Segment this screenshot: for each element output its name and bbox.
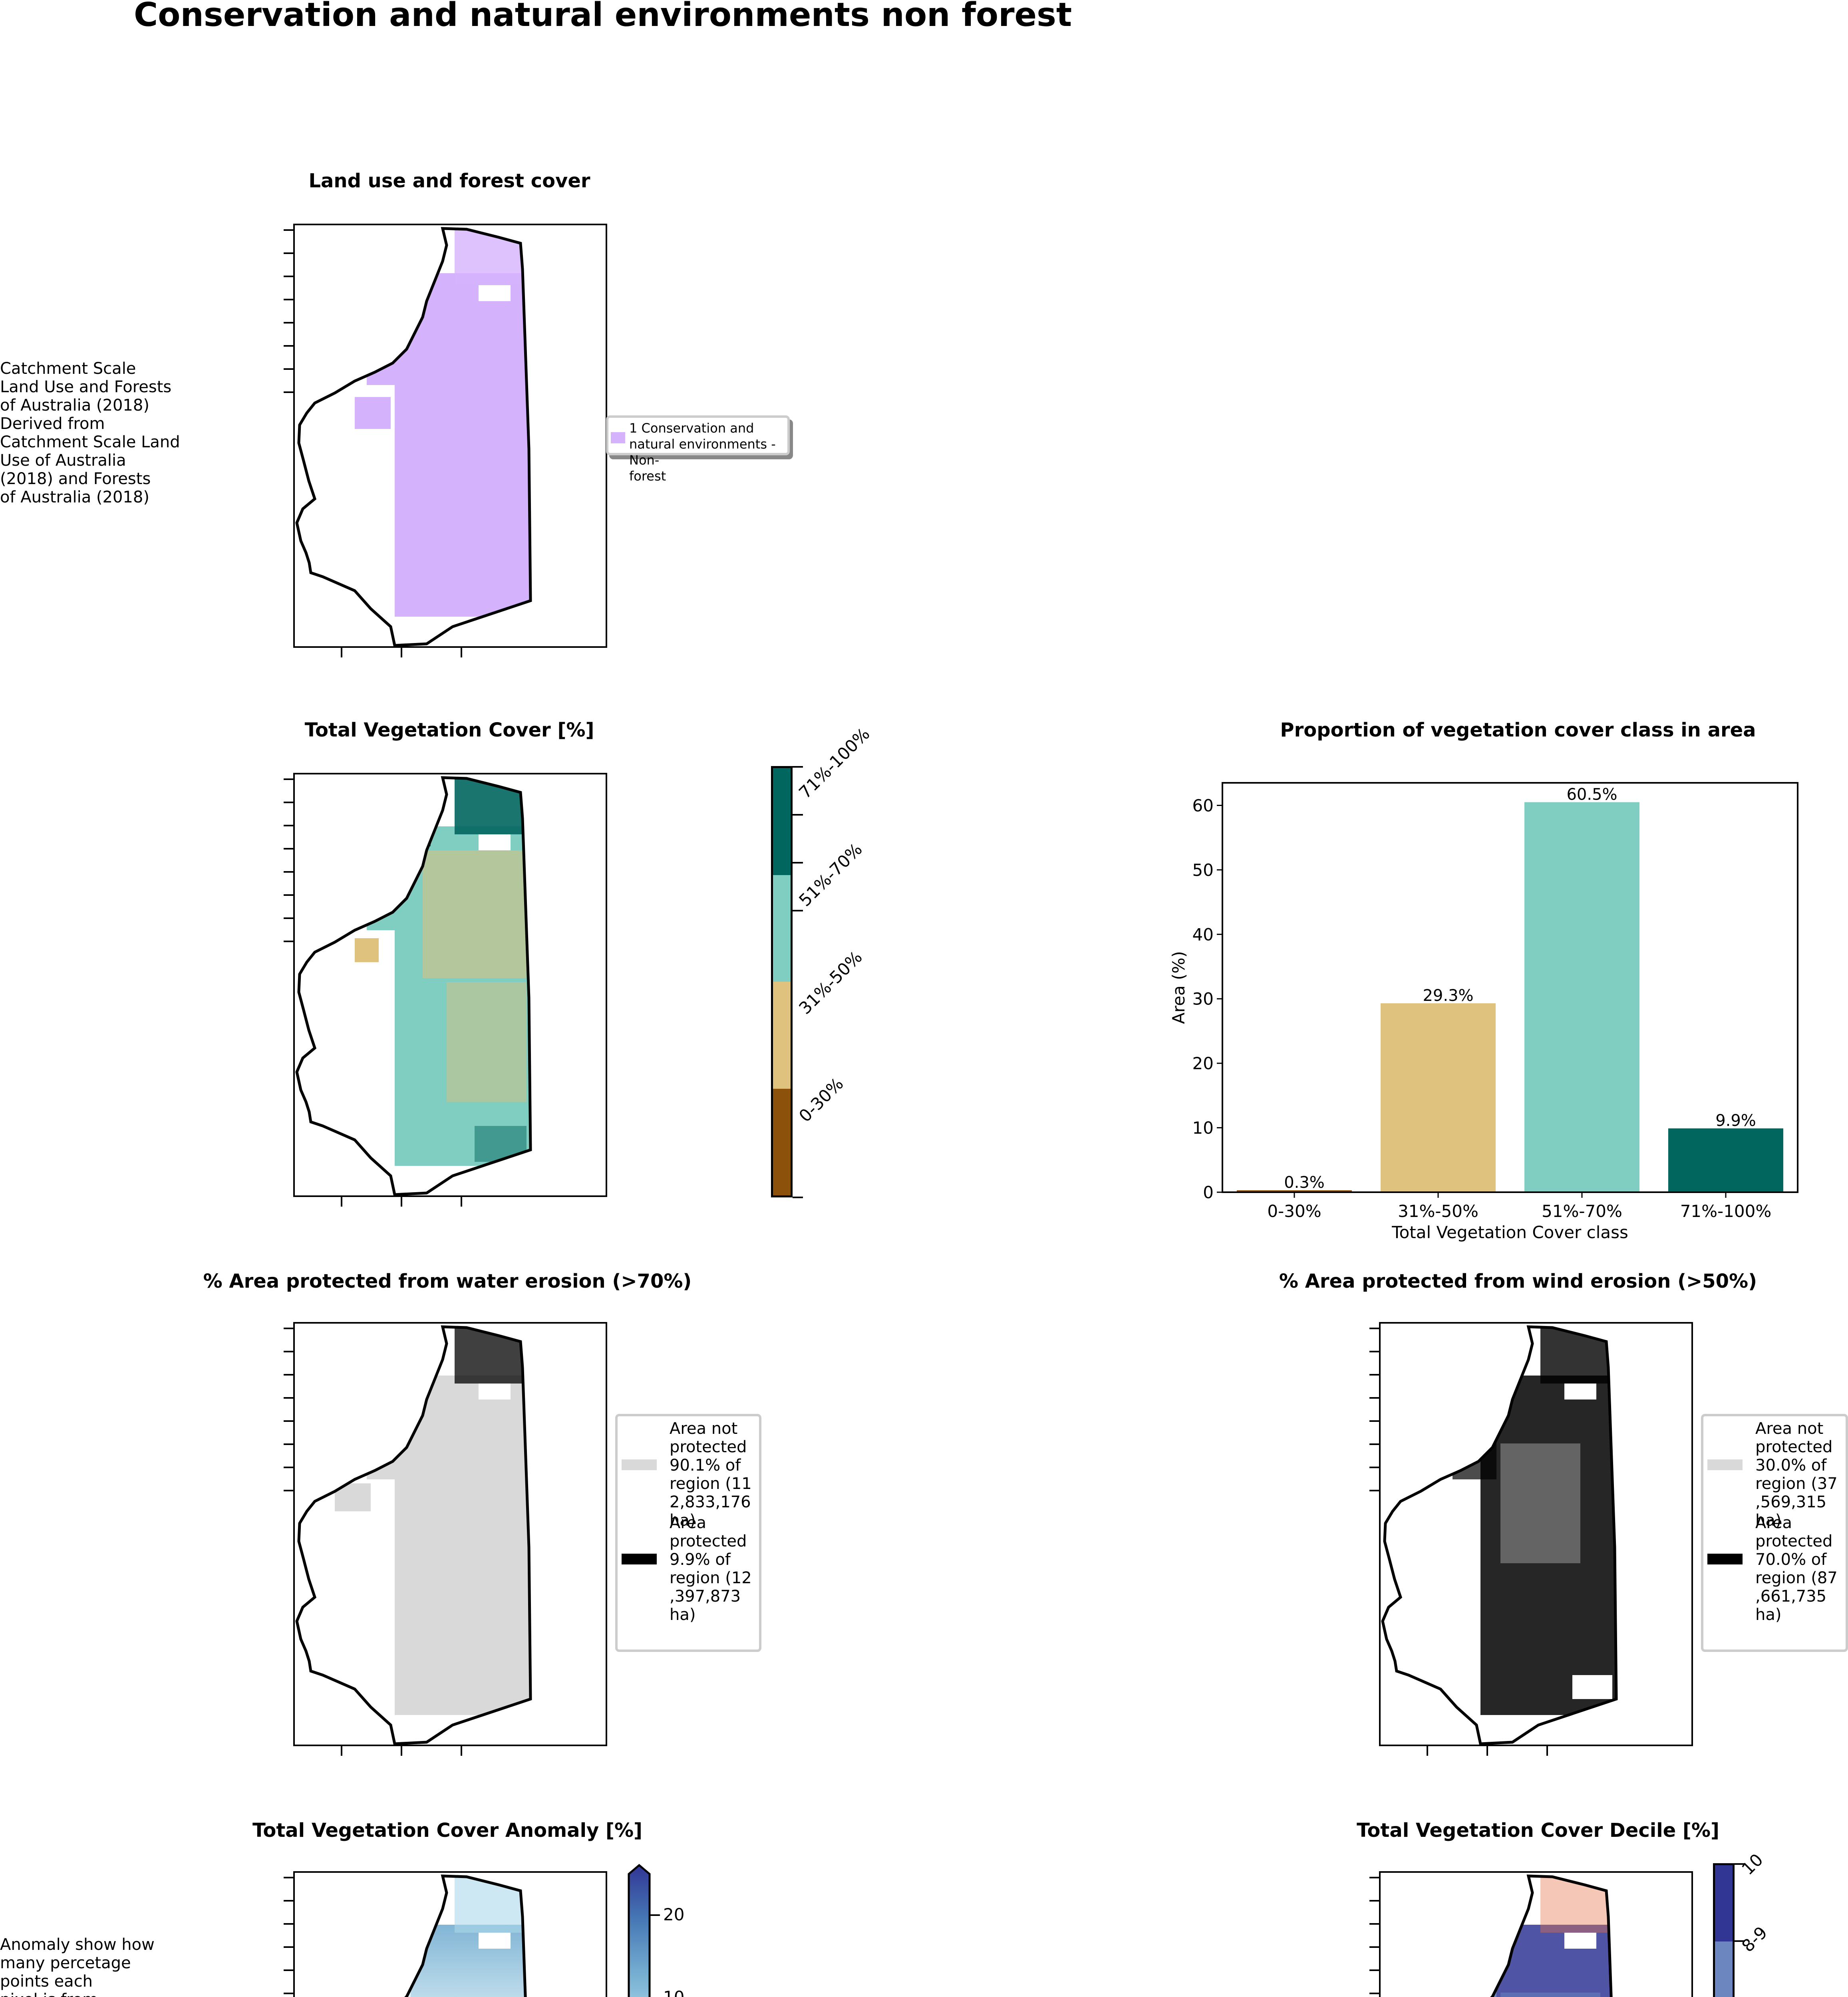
- plot-frame: [1222, 782, 1798, 1193]
- anomaly-colorbar-gradient: [628, 1864, 651, 1997]
- legend-label-conservation: 1 Conservation and natural environments …: [629, 421, 776, 484]
- legend-swatch-not-protected: [622, 1459, 657, 1470]
- colorbar-segment-51-70: [773, 875, 791, 982]
- decile-map: [1369, 1871, 1693, 1997]
- bar-data-label: 0.3%: [1284, 1173, 1325, 1192]
- water-erosion-legend: Area not protected 90.1% of region (11 2…: [615, 1414, 761, 1652]
- colorbar-label: 8-9: [1738, 1923, 1771, 1956]
- bar-data-label: 60.5%: [1566, 785, 1617, 804]
- land-use-map: [284, 224, 607, 657]
- colorbar-label-71-100: 71%-100%: [795, 724, 874, 802]
- x-tick-label: 51%-70%: [1542, 1201, 1622, 1221]
- legend-label-protected: Area protected 70.0% of region (87 ,661,…: [1755, 1514, 1838, 1624]
- legend-swatch-protected: [622, 1554, 657, 1564]
- tvc-map: [284, 773, 607, 1207]
- colorbar-segment-71-100: [773, 768, 791, 875]
- legend-label-not-protected: Area not protected 30.0% of region (37 ,…: [1755, 1419, 1838, 1530]
- colorbar-segment-31-50: [773, 982, 791, 1089]
- colorbar-segment-8-9: [1715, 1941, 1733, 1997]
- y-tick-label: 30: [1192, 989, 1214, 1009]
- page-title: Conservation and natural environments no…: [134, 0, 1072, 34]
- colorbar-label-51-70: 51%-70%: [795, 839, 866, 910]
- map-region-shape: [295, 774, 606, 1195]
- y-axis-label: Area (%): [1169, 951, 1188, 1024]
- bar-51%-70%: [1524, 802, 1639, 1192]
- colorbar-label: 10: [1738, 1850, 1767, 1879]
- colorbar-tick: [793, 1197, 803, 1198]
- bar-data-label: 29.3%: [1423, 987, 1473, 1005]
- y-tick-label: 20: [1192, 1054, 1214, 1073]
- colorbar-tick-label: 10: [663, 1987, 684, 1997]
- colorbar-tick: [793, 766, 803, 768]
- anomaly-title: Total Vegetation Cover Anomaly [%]: [252, 1819, 642, 1842]
- y-tick-label: 60: [1192, 796, 1214, 815]
- colorbar-label-31-50: 31%-50%: [795, 947, 866, 1018]
- legend-label-not-protected: Area not protected 90.1% of region (11 2…: [670, 1419, 752, 1530]
- land-use-legend: 1 Conservation and natural environments …: [606, 415, 790, 484]
- water-erosion-title: % Area protected from water erosion (>70…: [203, 1270, 692, 1292]
- legend-swatch-conservation: [611, 432, 625, 443]
- colorbar-label-0-30: 0-30%: [795, 1074, 847, 1126]
- land-use-title: Land use and forest cover: [308, 170, 590, 192]
- map-region-shape: [295, 1324, 606, 1745]
- colorbar-tick: [793, 910, 803, 911]
- colorbar-tick-label: 20: [663, 1905, 685, 1925]
- wind-erosion-title: % Area protected from wind erosion (>50%…: [1279, 1270, 1757, 1292]
- colorbar-segment-10: [1715, 1865, 1733, 1942]
- colorbar-tick: [793, 814, 803, 816]
- water-erosion-map: [284, 1322, 607, 1756]
- colorbar-tick: [1735, 1863, 1745, 1865]
- anomaly-map: [284, 1871, 607, 1997]
- map-region-shape: [295, 1873, 606, 1997]
- colorbar-segment-0-30: [773, 1088, 791, 1195]
- tvc-colorbar: [771, 766, 793, 1197]
- decile-colorbar: [1713, 1863, 1735, 1997]
- bar-chart: 0.3% 0-30% 29.3% 31%-50% 60.5% 51%-70% 9.9% 71%…: [1169, 782, 1798, 1242]
- y-tick-label: 10: [1192, 1118, 1214, 1138]
- legend-swatch-not-protected: [1707, 1459, 1743, 1470]
- map-region-shape: [1381, 1873, 1691, 1997]
- anomaly-colorbar: [628, 1864, 651, 1997]
- legend-label-protected: Area protected 9.9% of region (12 ,397,8…: [670, 1514, 752, 1624]
- map-region-shape: [1381, 1324, 1691, 1745]
- y-tick-label: 40: [1192, 925, 1214, 944]
- bar-71%-100%: [1668, 1128, 1783, 1192]
- bar-0-30%: [1237, 1190, 1352, 1192]
- colorbar-tick: [793, 862, 803, 864]
- anomaly-description: Anomaly show how many percetage points e…: [0, 1935, 155, 1997]
- y-tick-label: 0: [1203, 1183, 1214, 1202]
- map-region-shape: [295, 227, 532, 646]
- decile-title: Total Vegetation Cover Decile [%]: [1357, 1819, 1719, 1842]
- bar-31%-50%: [1381, 1003, 1496, 1192]
- y-tick-label: 50: [1192, 860, 1214, 880]
- colorbar-tick: [650, 1914, 660, 1916]
- x-tick-label: 71%-100%: [1680, 1201, 1772, 1221]
- x-tick-label: 0-30%: [1267, 1201, 1321, 1221]
- wind-erosion-legend: Area not protected 30.0% of region (37 ,…: [1701, 1414, 1848, 1652]
- legend-swatch-protected: [1707, 1554, 1743, 1564]
- bar-data-label: 9.9%: [1715, 1112, 1756, 1130]
- bar-chart-title: Proportion of vegetation cover class in …: [1280, 719, 1756, 741]
- x-tick-label: 31%-50%: [1398, 1201, 1478, 1221]
- wind-erosion-map: [1369, 1322, 1693, 1756]
- colorbar-tick: [1735, 1940, 1745, 1942]
- x-axis-label: Total Vegetation Cover class: [1391, 1223, 1628, 1242]
- land-use-description: Catchment Scale Land Use and Forests of …: [0, 359, 180, 506]
- tvc-title: Total Vegetation Cover [%]: [304, 719, 594, 741]
